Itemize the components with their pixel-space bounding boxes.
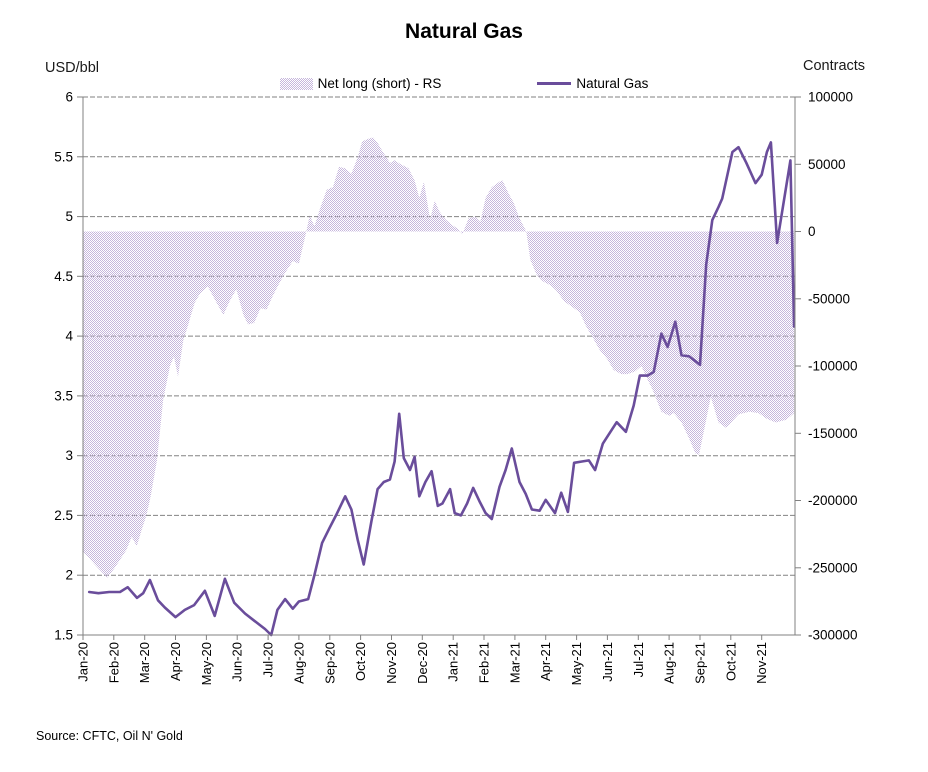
svg-text:3.5: 3.5 (54, 388, 73, 403)
svg-text:Feb-20: Feb-20 (106, 642, 121, 683)
svg-text:1.5: 1.5 (54, 628, 73, 643)
y-axis-left-labels: 6 5.5 5 4.5 4 3.5 3 2.5 2 1.5 (54, 90, 83, 643)
svg-text:4.5: 4.5 (54, 269, 73, 284)
svg-text:Jan-21: Jan-21 (446, 642, 461, 682)
legend-label-natural-gas: Natural Gas (576, 76, 649, 91)
svg-text:Jun-20: Jun-20 (230, 642, 245, 682)
svg-text:Jan-20: Jan-20 (76, 642, 91, 682)
svg-text:-250000: -250000 (808, 560, 858, 575)
svg-text:2.5: 2.5 (54, 508, 73, 523)
svg-text:100000: 100000 (808, 90, 853, 105)
svg-text:-200000: -200000 (808, 493, 858, 508)
svg-text:May-21: May-21 (569, 642, 584, 685)
svg-text:-300000: -300000 (808, 628, 858, 643)
svg-text:Nov-21: Nov-21 (754, 642, 769, 684)
net-position-area (83, 137, 795, 578)
svg-text:-150000: -150000 (808, 426, 858, 441)
svg-text:50000: 50000 (808, 157, 846, 172)
svg-text:Jul-20: Jul-20 (261, 642, 276, 677)
svg-text:Nov-20: Nov-20 (384, 642, 399, 684)
svg-text:5: 5 (65, 209, 73, 224)
svg-text:2: 2 (65, 568, 73, 583)
svg-text:May-20: May-20 (199, 642, 214, 685)
svg-text:5.5: 5.5 (54, 149, 73, 164)
source-note: Source: CFTC, Oil N' Gold (36, 729, 183, 743)
area-swatch-icon (279, 77, 313, 90)
legend-item-net-long: Net long (short) - RS (279, 76, 442, 91)
svg-text:Feb-21: Feb-21 (477, 642, 492, 683)
svg-text:Dec-20: Dec-20 (415, 642, 430, 684)
legend-item-natural-gas: Natural Gas (537, 76, 648, 91)
svg-text:0: 0 (808, 224, 816, 239)
svg-text:Sep-21: Sep-21 (693, 642, 708, 684)
legend-label-net-long: Net long (short) - RS (317, 76, 442, 91)
chart-title: Natural Gas (405, 20, 523, 43)
svg-text:Aug-21: Aug-21 (662, 642, 677, 684)
svg-text:Jul-21: Jul-21 (631, 642, 646, 677)
svg-text:6: 6 (65, 90, 73, 105)
svg-text:Apr-20: Apr-20 (168, 642, 183, 681)
svg-text:Mar-21: Mar-21 (507, 642, 522, 683)
svg-text:Apr-21: Apr-21 (538, 642, 553, 681)
svg-text:Oct-20: Oct-20 (353, 642, 368, 681)
x-axis-labels: Jan-20 Feb-20 Mar-20 Apr-20 May-20 Jun-20 Jul-… (76, 635, 769, 685)
y-axis-right-labels: 100000 50000 0 -50000 -100000 -150000 -200000 -… (795, 90, 858, 643)
legend: Net long (short) - RS Natural Gas (0, 76, 928, 91)
line-swatch-icon (537, 82, 572, 85)
svg-text:Mar-20: Mar-20 (137, 642, 152, 683)
svg-text:-50000: -50000 (808, 291, 850, 306)
price-line (87, 141, 796, 637)
svg-text:Sep-20: Sep-20 (322, 642, 337, 684)
svg-text:3: 3 (65, 448, 73, 463)
svg-text:Oct-21: Oct-21 (723, 642, 738, 681)
right-axis-unit-label: Contracts (803, 58, 866, 74)
svg-text:-100000: -100000 (808, 359, 858, 374)
svg-text:4: 4 (65, 329, 73, 344)
svg-text:Aug-20: Aug-20 (291, 642, 306, 684)
left-axis-unit-label: USD/bbl (45, 60, 99, 76)
svg-text:Jun-21: Jun-21 (600, 642, 615, 682)
